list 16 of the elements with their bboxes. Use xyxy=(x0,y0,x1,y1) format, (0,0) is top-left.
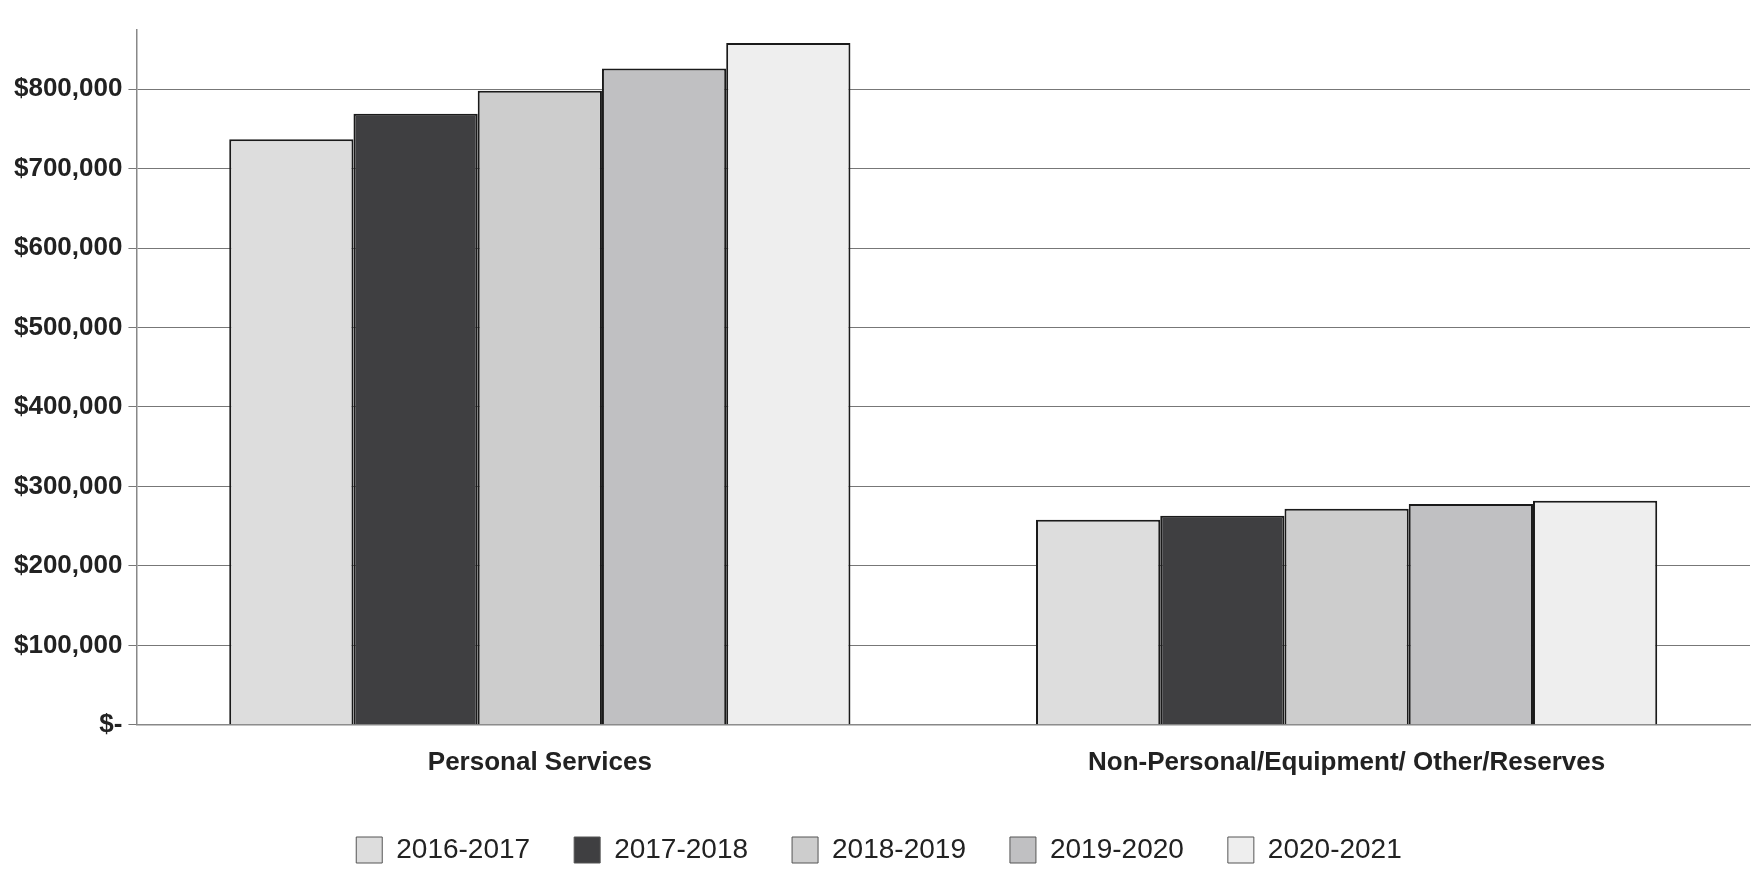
y-tick-label: $800,000 xyxy=(13,72,123,103)
legend-label: 2017-2018 xyxy=(614,832,749,864)
y-tick-label: $- xyxy=(99,707,123,738)
y-tick-label: $100,000 xyxy=(13,628,123,659)
y-tick-label: $400,000 xyxy=(13,390,123,421)
legend-label: 2019-2020 xyxy=(1049,832,1184,864)
x-tick-label: Non-Personal/Equipment/ Other/Reserves xyxy=(1087,745,1606,776)
x-tick-label: Personal Services xyxy=(427,745,652,776)
y-tick-label: $600,000 xyxy=(13,231,123,262)
legend-label: 2016-2017 xyxy=(396,832,531,864)
legend-label: 2018-2019 xyxy=(832,832,966,864)
legend-label: 2020-2021 xyxy=(1267,832,1402,864)
y-tick-label: $300,000 xyxy=(13,469,123,500)
y-tick-label: $500,000 xyxy=(13,310,123,341)
y-tick-label: $700,000 xyxy=(13,151,123,182)
y-tick-label: $200,000 xyxy=(13,549,123,580)
